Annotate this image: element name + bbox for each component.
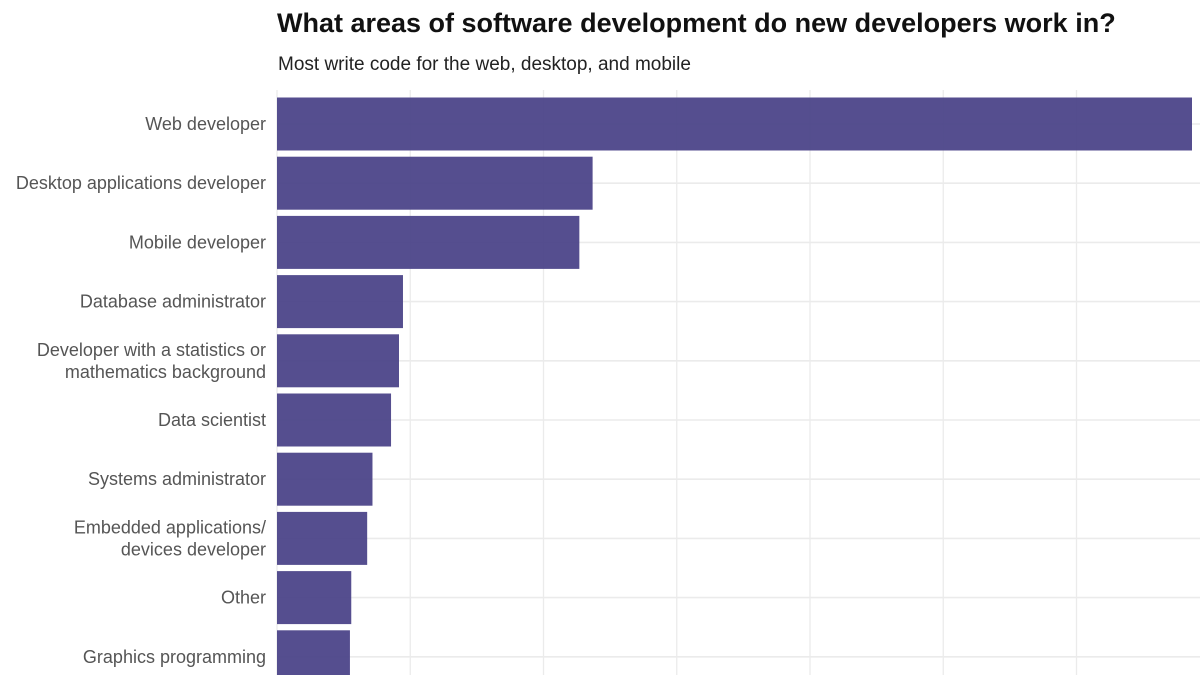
category-label-line: Systems administrator bbox=[88, 469, 266, 489]
bar bbox=[277, 334, 399, 388]
category-label: Embedded applications/devices developer bbox=[74, 517, 266, 559]
category-label: Systems administrator bbox=[88, 469, 266, 489]
category-label: Other bbox=[221, 588, 266, 608]
bar bbox=[277, 452, 373, 506]
category-label: Graphics programming bbox=[83, 647, 266, 667]
category-label-line: Mobile developer bbox=[129, 232, 266, 252]
category-label-line: Other bbox=[221, 588, 266, 608]
category-label: Mobile developer bbox=[129, 232, 266, 252]
bar bbox=[277, 393, 392, 447]
category-label-line: Developer with a statistics or bbox=[37, 340, 266, 360]
bars bbox=[277, 97, 1192, 675]
bar bbox=[277, 156, 593, 210]
chart-title: What areas of software development do ne… bbox=[277, 8, 1116, 38]
bar bbox=[277, 511, 368, 565]
category-label-line: Graphics programming bbox=[83, 647, 266, 667]
bar bbox=[277, 97, 1192, 151]
bar bbox=[277, 630, 350, 675]
category-label-line: Embedded applications/ bbox=[74, 517, 266, 537]
category-label-line: Database administrator bbox=[80, 292, 266, 312]
category-label: Developer with a statistics or mathematic… bbox=[37, 340, 266, 382]
bar bbox=[277, 215, 580, 269]
category-labels: Web developer Desktop applications develo… bbox=[16, 114, 266, 667]
category-label-line: mathematics background bbox=[65, 362, 266, 382]
category-label: Data scientist bbox=[158, 410, 266, 430]
category-label-line: Data scientist bbox=[158, 410, 266, 430]
category-label-line: devices developer bbox=[121, 539, 266, 559]
category-label: Database administrator bbox=[80, 292, 266, 312]
category-label-line: Desktop applications developer bbox=[16, 173, 266, 193]
bar bbox=[277, 571, 352, 625]
category-label-line: Web developer bbox=[145, 114, 266, 134]
chart-subtitle: Most write code for the web, desktop, an… bbox=[278, 54, 691, 75]
category-label: Desktop applications developer bbox=[16, 173, 266, 193]
category-label: Web developer bbox=[145, 114, 266, 134]
bar bbox=[277, 275, 403, 329]
